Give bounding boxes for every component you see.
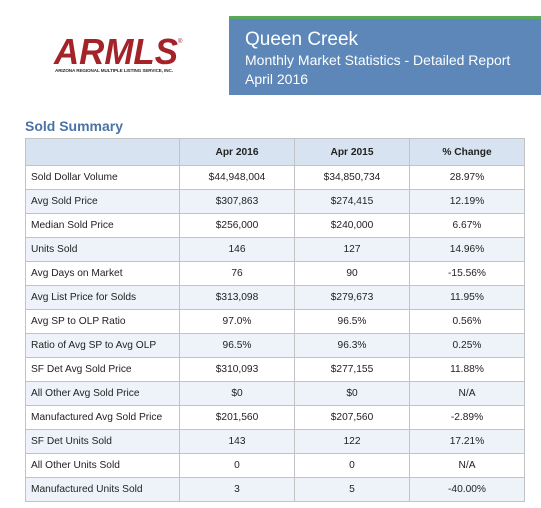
row-value-apr-2016: $307,863 xyxy=(179,189,295,214)
table-row: SF Det Avg Sold Price $310,093 $277,155 11.… xyxy=(25,357,525,382)
header-pct-change: % Change xyxy=(409,138,525,166)
table-row: All Other Avg Sold Price $0 $0 N/A xyxy=(25,381,525,406)
row-value-apr-2016: $310,093 xyxy=(179,357,295,382)
row-value-apr-2016: $256,000 xyxy=(179,213,295,238)
table-row: Avg SP to OLP Ratio 97.0% 96.5% 0.56% xyxy=(25,309,525,334)
table-row: Sold Dollar Volume $44,948,004 $34,850,734… xyxy=(25,165,525,190)
row-value-apr-2016: 96.5% xyxy=(179,333,295,358)
row-value-apr-2015: 96.3% xyxy=(294,333,410,358)
row-pct-change: N/A xyxy=(409,381,525,406)
table-row: Ratio of Avg SP to Avg OLP 96.5% 96.3% 0.25… xyxy=(25,333,525,358)
row-value-apr-2015: $274,415 xyxy=(294,189,410,214)
table-row: Median Sold Price $256,000 $240,000 6.67% xyxy=(25,213,525,238)
table-row: Manufactured Units Sold 3 5 -40.00% xyxy=(25,477,525,502)
row-label: Avg Sold Price xyxy=(25,189,180,214)
row-pct-change: 0.25% xyxy=(409,333,525,358)
report-subtitle: Monthly Market Statistics - Detailed Rep… xyxy=(245,52,511,68)
report-city-title: Queen Creek xyxy=(245,29,359,50)
armls-wordmark-text: ARMLS xyxy=(53,34,178,68)
table-row: SF Det Units Sold 143 122 17.21% xyxy=(25,429,525,454)
row-pct-change: 17.21% xyxy=(409,429,525,454)
row-value-apr-2016: 76 xyxy=(179,261,295,286)
row-label: SF Det Units Sold xyxy=(25,429,180,454)
row-value-apr-2015: $240,000 xyxy=(294,213,410,238)
row-value-apr-2016: $313,098 xyxy=(179,285,295,310)
header-blank xyxy=(25,138,180,166)
row-label: Manufactured Avg Sold Price xyxy=(25,405,180,430)
row-value-apr-2015: $34,850,734 xyxy=(294,165,410,190)
row-label: Units Sold xyxy=(25,237,180,262)
report-banner: Queen Creek Monthly Market Statistics - … xyxy=(229,16,541,95)
row-pct-change: 14.96% xyxy=(409,237,525,262)
row-value-apr-2015: 90 xyxy=(294,261,410,286)
row-label: All Other Units Sold xyxy=(25,453,180,478)
row-value-apr-2015: $279,673 xyxy=(294,285,410,310)
row-label: Manufactured Units Sold xyxy=(25,477,180,502)
table-row: Avg Days on Market 76 90 -15.56% xyxy=(25,261,525,286)
row-value-apr-2016: $201,560 xyxy=(179,405,295,430)
row-pct-change: -2.89% xyxy=(409,405,525,430)
table-header-row: Apr 2016 Apr 2015 % Change xyxy=(25,138,525,166)
row-value-apr-2015: 5 xyxy=(294,477,410,502)
header-apr-2015: Apr 2015 xyxy=(294,138,410,166)
logo-tagline: ARIZONA REGIONAL MULTIPLE LISTING SERVIC… xyxy=(55,68,173,73)
row-value-apr-2015: 96.5% xyxy=(294,309,410,334)
row-label: Avg SP to OLP Ratio xyxy=(25,309,180,334)
row-pct-change: 6.67% xyxy=(409,213,525,238)
row-pct-change: 12.19% xyxy=(409,189,525,214)
row-pct-change: 0.56% xyxy=(409,309,525,334)
table-row: All Other Units Sold 0 0 N/A xyxy=(25,453,525,478)
report-date: April 2016 xyxy=(245,71,309,87)
row-label: Avg List Price for Solds xyxy=(25,285,180,310)
row-label: Ratio of Avg SP to Avg OLP xyxy=(25,333,180,358)
row-label: Median Sold Price xyxy=(25,213,180,238)
armls-logo: ARMLS ® ARIZONA REGIONAL MULTIPLE LISTIN… xyxy=(52,34,188,78)
table-body: Sold Dollar Volume $44,948,004 $34,850,734… xyxy=(25,165,525,502)
row-value-apr-2016: 3 xyxy=(179,477,295,502)
svg-text:®: ® xyxy=(178,38,183,45)
row-value-apr-2016: 97.0% xyxy=(179,309,295,334)
row-value-apr-2015: $277,155 xyxy=(294,357,410,382)
row-value-apr-2015: $207,560 xyxy=(294,405,410,430)
row-value-apr-2015: 122 xyxy=(294,429,410,454)
table-row: Avg Sold Price $307,863 $274,415 12.19% xyxy=(25,189,525,214)
row-pct-change: -40.00% xyxy=(409,477,525,502)
section-title-sold-summary: Sold Summary xyxy=(25,118,124,134)
row-value-apr-2015: 127 xyxy=(294,237,410,262)
row-value-apr-2016: 143 xyxy=(179,429,295,454)
row-value-apr-2016: 146 xyxy=(179,237,295,262)
row-label: Sold Dollar Volume xyxy=(25,165,180,190)
row-value-apr-2016: $44,948,004 xyxy=(179,165,295,190)
row-pct-change: 11.95% xyxy=(409,285,525,310)
header-apr-2016: Apr 2016 xyxy=(179,138,295,166)
row-label: SF Det Avg Sold Price xyxy=(25,357,180,382)
row-value-apr-2015: 0 xyxy=(294,453,410,478)
row-value-apr-2015: $0 xyxy=(294,381,410,406)
table-row: Units Sold 146 127 14.96% xyxy=(25,237,525,262)
row-label: Avg Days on Market xyxy=(25,261,180,286)
table-row: Avg List Price for Solds $313,098 $279,673… xyxy=(25,285,525,310)
row-pct-change: N/A xyxy=(409,453,525,478)
armls-wordmark: ARMLS ® xyxy=(53,34,183,68)
row-pct-change: -15.56% xyxy=(409,261,525,286)
table-row: Manufactured Avg Sold Price $201,560 $207,… xyxy=(25,405,525,430)
row-value-apr-2016: 0 xyxy=(179,453,295,478)
row-label: All Other Avg Sold Price xyxy=(25,381,180,406)
sold-summary-table: Apr 2016 Apr 2015 % Change Sold Dollar V… xyxy=(25,138,525,502)
row-pct-change: 11.88% xyxy=(409,357,525,382)
row-value-apr-2016: $0 xyxy=(179,381,295,406)
row-pct-change: 28.97% xyxy=(409,165,525,190)
